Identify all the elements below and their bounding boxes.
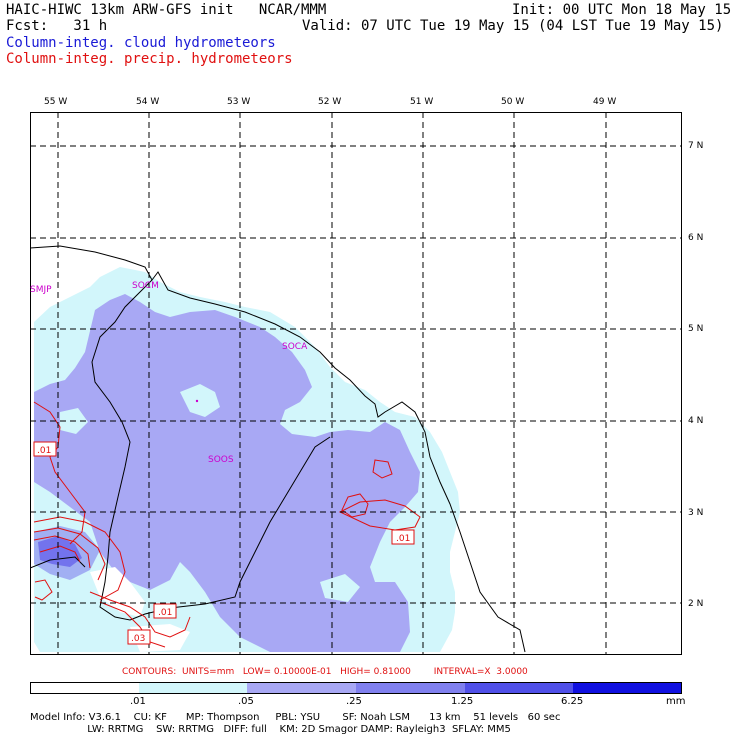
cloud-field-label: Column-integ. cloud hydrometeors [6,35,276,51]
lat-label: 2 N [688,599,704,609]
contour-label-box: .03 [127,629,151,645]
cloud-region-mid [34,294,420,652]
contour-label: .03 [131,634,145,644]
scale-tick-label: .25 [346,696,362,707]
lon-label: 51 W [410,97,434,107]
cloud-gap [320,574,360,602]
lat-label: 3 N [688,508,704,518]
model-info-line1: Model Info: V3.6.1 CU: KF MP: Thompson P… [30,712,561,723]
lat-label: 4 N [688,416,704,426]
precip-contours [33,401,421,648]
valid-time: Valid: 07 UTC Tue 19 May 15 (04 LST Tue … [302,18,724,34]
lon-label: 54 W [136,97,160,107]
lon-label: 55 W [44,97,68,107]
contour-label-box: .01 [153,603,177,619]
model-title: HAIC-HIWC 13km ARW-GFS init NCAR/MMM [6,2,327,18]
scale-unit: mm [666,696,686,707]
cloud-gap [180,384,220,417]
forecast-map: SMJP SOCM SOCA SOOS .01 .01 .01 .03 [30,112,682,655]
model-info-line2: LW: RRTMG SW: RRTMG DIFF: full KM: 2D Sm… [30,724,511,735]
scale-tick-label: 1.25 [451,696,474,707]
station-marker [195,399,199,403]
contour-label-box: .01 [33,441,57,457]
lat-label: 6 N [688,233,704,243]
station-label: SOCM [132,281,159,291]
contour-label: .01 [396,534,410,544]
scale-segment [30,682,139,694]
scale-tick-label: 6.25 [561,696,584,707]
cloud-region-dark [34,526,100,580]
scale-segment [573,682,682,694]
precip-field-label: Column-integ. precip. hydrometeors [6,51,293,67]
lon-label: 49 W [593,97,617,107]
lon-label: 53 W [227,97,251,107]
forecast-hour: Fcst: 31 h [6,18,108,34]
contour-label: .01 [37,446,51,456]
lat-label: 5 N [688,324,704,334]
lat-label: 7 N [688,141,704,151]
contour-info: CONTOURS: UNITS=mm LOW= 0.10000E-01 HIGH… [122,667,528,677]
scale-segment [139,682,247,694]
cloud-gap [90,567,145,617]
contour-label: .01 [158,608,172,618]
color-scale-bar [30,682,682,694]
lat-lon-grid [30,112,682,655]
init-time: Init: 00 UTC Mon 18 May 15 [512,2,732,18]
station-label: SOCA [282,342,308,352]
scale-segment [465,682,573,694]
map-frame [30,112,682,655]
station-label: SMJP [30,285,52,295]
scale-segment [356,682,465,694]
scale-segment [247,682,356,694]
lon-label: 52 W [318,97,342,107]
station-label: SOOS [208,455,234,465]
scale-tick-label: .01 [130,696,146,707]
scale-tick-label: .05 [238,696,254,707]
lon-label: 50 W [501,97,525,107]
contour-label-box: .01 [391,529,415,545]
